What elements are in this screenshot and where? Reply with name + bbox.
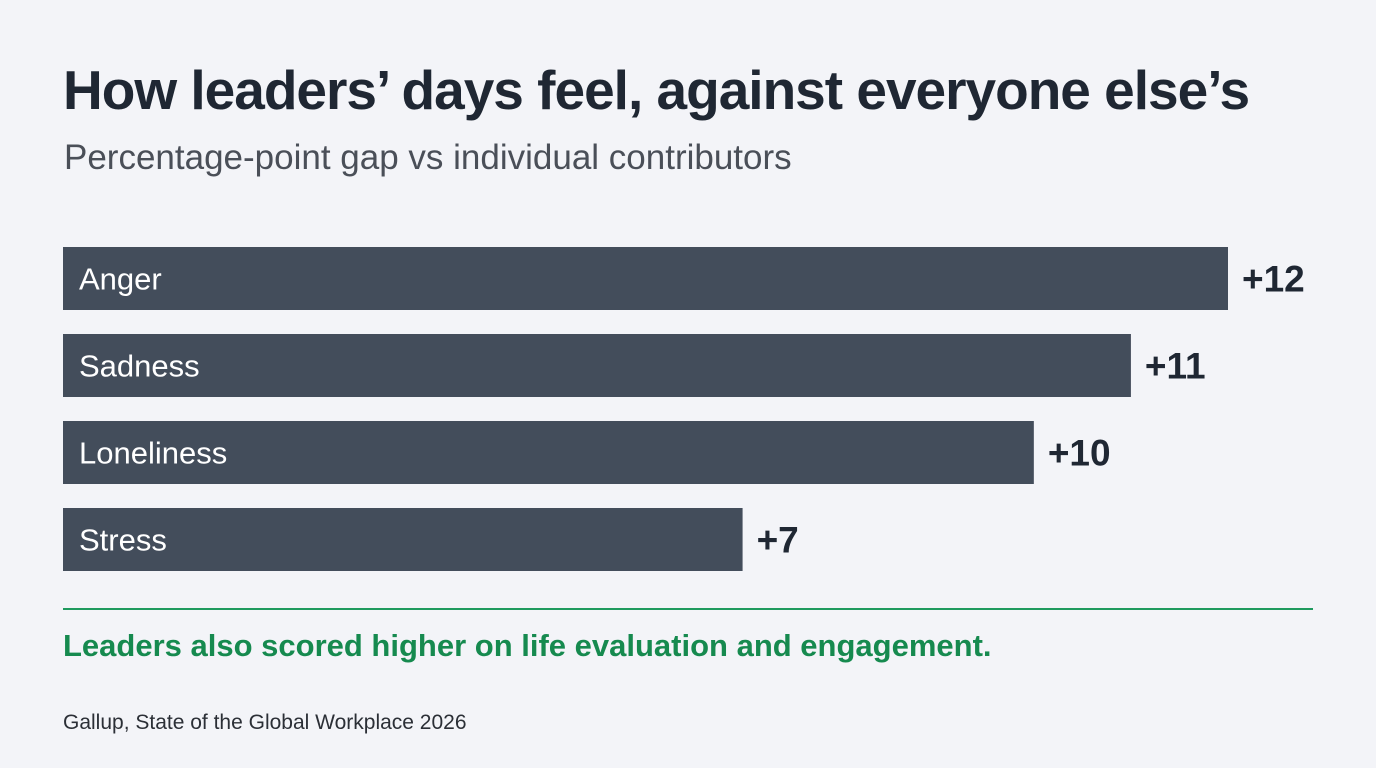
chart-title: How leaders’ days feel, against everyone… xyxy=(63,59,1250,121)
chart-annotation: Leaders also scored higher on life evalu… xyxy=(63,628,992,663)
bar-label-anger: Anger xyxy=(79,262,162,297)
bar-chart: Anger +12 Sadness +11 Loneliness +10 Stress +7 xyxy=(63,247,1305,571)
source-note: Gallup, State of the Global Workplace 20… xyxy=(63,711,467,734)
bar-loneliness xyxy=(63,421,1034,484)
divider xyxy=(63,608,1313,610)
value-label-anger: +12 xyxy=(1242,259,1305,300)
value-label-loneliness: +10 xyxy=(1048,433,1111,474)
bar-label-loneliness: Loneliness xyxy=(79,436,227,471)
bar-label-stress: Stress xyxy=(79,523,167,558)
chart-subtitle: Percentage-point gap vs individual contr… xyxy=(64,138,792,177)
value-label-stress: +7 xyxy=(757,520,799,561)
bar-sadness xyxy=(63,334,1131,397)
bar-label-sadness: Sadness xyxy=(79,349,200,384)
bar-anger xyxy=(63,247,1228,310)
bar-stress xyxy=(63,508,743,571)
value-label-sadness: +11 xyxy=(1145,346,1206,387)
